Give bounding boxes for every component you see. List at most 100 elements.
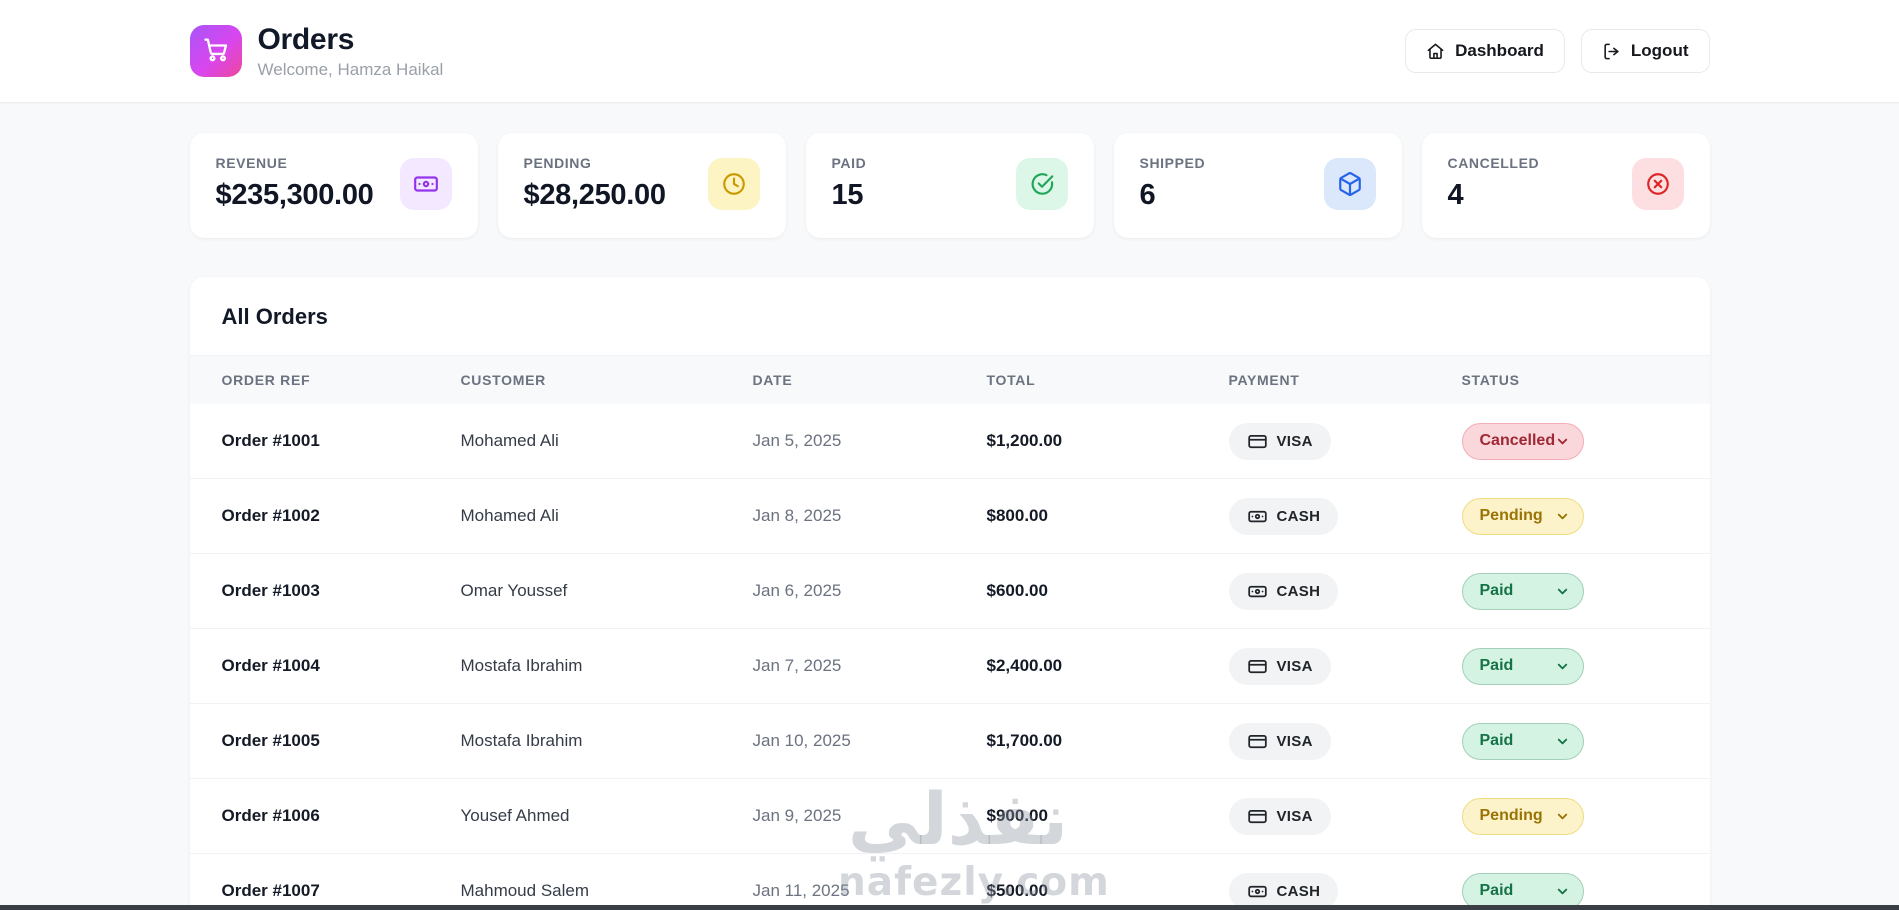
payment-label: VISA bbox=[1276, 807, 1313, 825]
stat-card: CANCELLED 4 bbox=[1421, 133, 1710, 238]
status-label: Paid bbox=[1479, 882, 1514, 899]
credit-card-icon bbox=[1247, 731, 1268, 752]
payment-badge: CASH bbox=[1228, 497, 1339, 535]
status-select[interactable]: Paid bbox=[1461, 722, 1584, 760]
package-icon bbox=[1323, 157, 1376, 210]
order-date: Jan 7, 2025 bbox=[752, 656, 842, 675]
order-date: Jan 10, 2025 bbox=[752, 731, 851, 750]
order-total: $2,400.00 bbox=[986, 656, 1063, 675]
stat-card: REVENUE $235,300.00 bbox=[189, 133, 478, 238]
order-customer: Mostafa Ibrahim bbox=[460, 731, 583, 750]
table-row: Order #1007 Mahmoud Salem Jan 11, 2025 $… bbox=[189, 854, 1710, 910]
order-ref: Order #1004 bbox=[221, 656, 320, 675]
chevron-down-icon bbox=[1555, 734, 1570, 749]
stat-label: PAID bbox=[831, 155, 867, 171]
order-date: Jan 9, 2025 bbox=[752, 806, 842, 825]
order-customer: Omar Youssef bbox=[460, 581, 568, 600]
table-row: Order #1003 Omar Youssef Jan 6, 2025 $60… bbox=[189, 554, 1710, 629]
order-ref: Order #1001 bbox=[221, 431, 320, 450]
order-customer: Mostafa Ibrahim bbox=[460, 656, 583, 675]
header: Orders Welcome, Hamza Haikal Dashboard bbox=[0, 0, 1899, 103]
chevron-down-icon bbox=[1555, 434, 1570, 449]
status-label: Pending bbox=[1479, 507, 1543, 524]
credit-card-icon bbox=[1247, 431, 1268, 452]
status-select[interactable]: Cancelled bbox=[1461, 422, 1584, 460]
cash-icon bbox=[1247, 881, 1268, 902]
welcome-text: Welcome, Hamza Haikal bbox=[257, 59, 444, 79]
status-select[interactable]: Pending bbox=[1461, 797, 1584, 835]
brand: Orders Welcome, Hamza Haikal bbox=[189, 23, 444, 80]
status-select[interactable]: Pending bbox=[1461, 497, 1584, 535]
order-customer: Mohamed Ali bbox=[460, 506, 559, 525]
stat-label: CANCELLED bbox=[1447, 155, 1540, 171]
table-row: Order #1006 Yousef Ahmed Jan 9, 2025 $90… bbox=[189, 779, 1710, 854]
column-header-payment: PAYMENT bbox=[1228, 372, 1300, 388]
stat-card: SHIPPED 6 bbox=[1113, 133, 1402, 238]
cart-icon bbox=[202, 35, 230, 68]
payment-badge: VISA bbox=[1228, 422, 1331, 460]
payment-label: VISA bbox=[1276, 732, 1313, 750]
chevron-down-icon bbox=[1555, 884, 1570, 899]
column-header-total: TOTAL bbox=[986, 372, 1036, 388]
payment-badge: CASH bbox=[1228, 572, 1339, 610]
home-icon bbox=[1426, 42, 1445, 61]
column-header-order-ref: ORDER REF bbox=[221, 372, 311, 388]
order-total: $800.00 bbox=[986, 506, 1048, 525]
stat-value: 15 bbox=[831, 179, 864, 211]
order-total: $600.00 bbox=[986, 581, 1048, 600]
cash-icon bbox=[1247, 581, 1268, 602]
stat-value: 6 bbox=[1139, 179, 1156, 211]
stat-card: PENDING $28,250.00 bbox=[497, 133, 786, 238]
column-header-date: DATE bbox=[752, 372, 793, 388]
banknote-icon bbox=[399, 157, 452, 210]
payment-badge: VISA bbox=[1228, 797, 1331, 835]
order-ref: Order #1005 bbox=[221, 731, 320, 750]
check-circle-icon bbox=[1015, 157, 1068, 210]
logout-icon bbox=[1602, 42, 1621, 61]
status-select[interactable]: Paid bbox=[1461, 872, 1584, 910]
status-label: Paid bbox=[1479, 657, 1514, 674]
bottom-window-edge bbox=[0, 905, 1899, 910]
chevron-down-icon bbox=[1555, 809, 1570, 824]
chevron-down-icon bbox=[1555, 509, 1570, 524]
stats-row: REVENUE $235,300.00 PENDING $28,250.00 bbox=[189, 133, 1710, 238]
status-label: Cancelled bbox=[1479, 432, 1556, 449]
order-ref: Order #1003 bbox=[221, 581, 320, 600]
payment-badge: CASH bbox=[1228, 872, 1339, 910]
orders-panel: All Orders ORDER REF CUSTOMER DATE TOTAL… bbox=[189, 277, 1710, 910]
status-label: Pending bbox=[1479, 807, 1543, 824]
table-row: Order #1002 Mohamed Ali Jan 8, 2025 $800… bbox=[189, 479, 1710, 554]
table-row: Order #1001 Mohamed Ali Jan 5, 2025 $1,2… bbox=[189, 404, 1710, 479]
payment-label: CASH bbox=[1276, 507, 1321, 525]
stat-label: REVENUE bbox=[215, 155, 288, 171]
order-customer: Mahmoud Salem bbox=[460, 881, 590, 900]
orders-table-body: Order #1001 Mohamed Ali Jan 5, 2025 $1,2… bbox=[189, 404, 1710, 910]
status-label: Paid bbox=[1479, 732, 1514, 749]
status-select[interactable]: Paid bbox=[1461, 647, 1584, 685]
payment-label: VISA bbox=[1276, 657, 1313, 675]
stat-label: SHIPPED bbox=[1139, 155, 1206, 171]
clock-icon bbox=[707, 157, 760, 210]
payment-label: CASH bbox=[1276, 582, 1321, 600]
payment-label: CASH bbox=[1276, 882, 1321, 900]
payment-badge: VISA bbox=[1228, 722, 1331, 760]
cash-icon bbox=[1247, 506, 1268, 527]
table-row: Order #1004 Mostafa Ibrahim Jan 7, 2025 … bbox=[189, 629, 1710, 704]
order-date: Jan 11, 2025 bbox=[752, 881, 850, 900]
order-date: Jan 6, 2025 bbox=[752, 581, 842, 600]
status-select[interactable]: Paid bbox=[1461, 572, 1584, 610]
dashboard-button[interactable]: Dashboard bbox=[1405, 29, 1565, 73]
order-total: $1,200.00 bbox=[986, 431, 1063, 450]
stat-value: 4 bbox=[1447, 179, 1464, 211]
stat-value: $28,250.00 bbox=[523, 179, 666, 211]
order-total: $1,700.00 bbox=[986, 731, 1063, 750]
orders-panel-title: All Orders bbox=[221, 304, 328, 329]
order-customer: Yousef Ahmed bbox=[460, 806, 570, 825]
dashboard-label: Dashboard bbox=[1455, 41, 1544, 60]
order-total: $500.00 bbox=[986, 881, 1048, 900]
order-customer: Mohamed Ali bbox=[460, 431, 559, 450]
credit-card-icon bbox=[1247, 806, 1268, 827]
order-total: $900.00 bbox=[986, 806, 1048, 825]
order-ref: Order #1007 bbox=[221, 881, 320, 900]
logout-button[interactable]: Logout bbox=[1580, 29, 1710, 73]
